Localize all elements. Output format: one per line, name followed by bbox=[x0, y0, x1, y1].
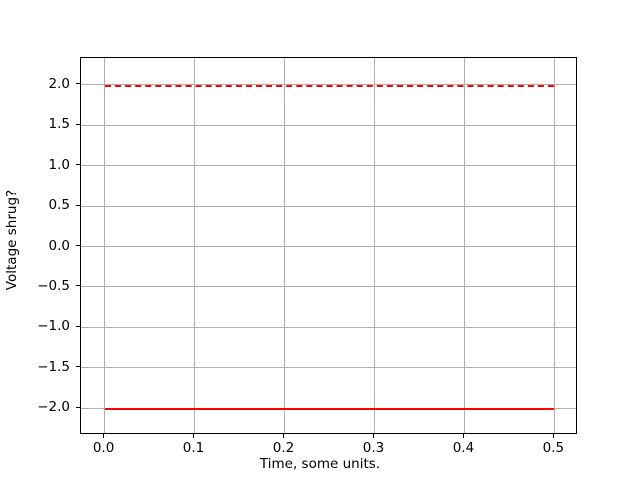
y-tick-mark bbox=[76, 123, 80, 125]
gridline-vertical bbox=[553, 58, 555, 433]
y-tick-label: −0.5 bbox=[37, 277, 70, 294]
data-series-line bbox=[104, 84, 555, 87]
x-tick-mark bbox=[193, 434, 195, 438]
gridline-horizontal bbox=[81, 286, 576, 288]
y-tick-label: 0.0 bbox=[48, 237, 70, 254]
x-tick-mark bbox=[462, 434, 464, 438]
x-axis-label: Time, some units. bbox=[259, 456, 381, 472]
plot-area bbox=[80, 57, 577, 434]
y-tick-label: −2.0 bbox=[37, 399, 70, 416]
y-axis-label-container: Voltage shrug? bbox=[0, 0, 24, 480]
y-axis-label: Voltage shrug? bbox=[4, 189, 20, 291]
gridline-vertical bbox=[373, 58, 375, 433]
gridline-vertical bbox=[194, 58, 196, 433]
gridline-horizontal bbox=[81, 246, 576, 247]
y-tick-label: 1.0 bbox=[48, 156, 70, 173]
gridline-horizontal bbox=[81, 165, 576, 167]
gridline-vertical bbox=[104, 58, 106, 433]
gridline-horizontal bbox=[81, 326, 576, 328]
gridline-horizontal bbox=[81, 124, 576, 126]
x-tick-label: 0.0 bbox=[92, 440, 115, 456]
y-tick-mark bbox=[76, 245, 80, 246]
plot-clip bbox=[81, 58, 576, 433]
y-tick-mark bbox=[76, 164, 80, 166]
x-tick-label: 0.1 bbox=[182, 440, 205, 456]
x-tick-mark bbox=[103, 434, 105, 438]
x-tick-mark bbox=[283, 434, 284, 438]
x-tick-label: 0.3 bbox=[362, 440, 385, 456]
y-tick-mark bbox=[76, 325, 80, 327]
gridline-vertical bbox=[284, 58, 285, 433]
y-tick-mark bbox=[76, 366, 80, 368]
data-series-line bbox=[104, 408, 555, 411]
gridline-horizontal bbox=[81, 205, 576, 207]
gridline-horizontal bbox=[81, 367, 576, 369]
gridline-vertical bbox=[463, 58, 465, 433]
y-tick-mark bbox=[76, 204, 80, 206]
y-tick-label: −1.5 bbox=[37, 358, 70, 375]
x-tick-mark bbox=[552, 434, 554, 438]
y-tick-mark bbox=[76, 83, 80, 85]
x-tick-label: 0.4 bbox=[452, 440, 475, 456]
y-tick-mark bbox=[76, 406, 80, 408]
x-tick-label: 0.5 bbox=[542, 440, 565, 456]
y-tick-mark bbox=[76, 285, 80, 287]
y-tick-label: 0.5 bbox=[48, 197, 70, 214]
y-tick-label: 1.5 bbox=[48, 116, 70, 133]
y-tick-label: −1.0 bbox=[37, 318, 70, 335]
x-tick-label: 0.2 bbox=[272, 440, 295, 456]
y-tick-label: 2.0 bbox=[48, 75, 70, 92]
x-tick-mark bbox=[372, 434, 374, 438]
